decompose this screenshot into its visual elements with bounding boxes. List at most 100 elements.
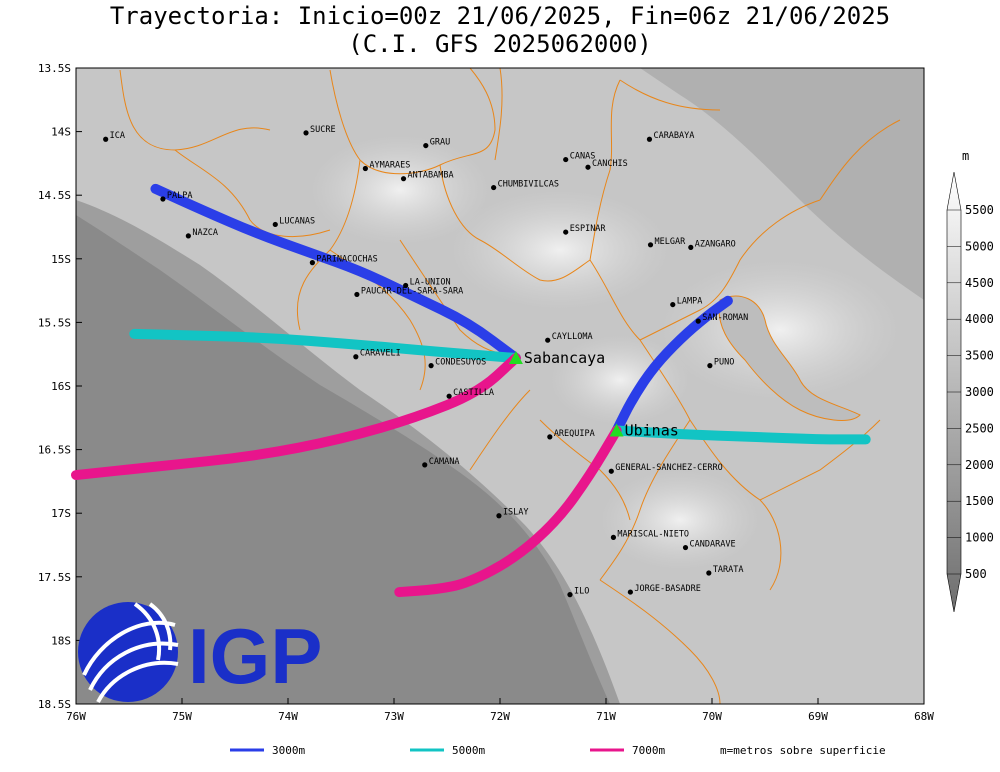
city-dot xyxy=(563,156,569,163)
lat-tick-label: 17.5S xyxy=(38,571,71,584)
city-label: PUNO xyxy=(714,358,734,368)
city-dot xyxy=(706,570,712,576)
lat-tick-label: 16.5S xyxy=(38,444,71,457)
city-dot xyxy=(446,393,452,399)
colorbar-label: 2000 xyxy=(965,458,994,472)
city-dot xyxy=(563,229,569,235)
legend-note: m=metros sobre superficie xyxy=(720,744,886,757)
city-dot xyxy=(185,233,191,239)
city-label: CANAS xyxy=(570,152,596,162)
city-label: CAYLLOMA xyxy=(552,332,593,342)
altiplano-highlight xyxy=(600,470,760,570)
city-dot xyxy=(354,291,360,298)
lon-tick-label: 72W xyxy=(490,710,510,723)
city-label: ESPINAR xyxy=(570,224,607,234)
city-dot xyxy=(403,282,409,289)
city-dot xyxy=(491,184,497,191)
city-dot xyxy=(353,354,359,360)
city-dot xyxy=(707,363,713,369)
colorbar-label: 2500 xyxy=(965,421,994,435)
city-label: AREQUIPA xyxy=(554,429,595,439)
altiplano-highlight xyxy=(450,190,670,310)
chart-subtitle: (C.I. GFS 2025062000) xyxy=(348,30,652,58)
chart-title: Trayectoria: Inicio=00z 21/06/2025, Fin=… xyxy=(109,2,891,30)
city-label: PAUCAR-DEL-SARA-SARA xyxy=(361,286,463,296)
lon-tick-label: 69W xyxy=(808,710,828,723)
city-label: AYMARAES xyxy=(369,160,410,170)
trajectories xyxy=(71,183,871,598)
colorbar-label: 5000 xyxy=(965,239,994,253)
lat-tick-label: 17S xyxy=(51,507,71,520)
colorbar-label: 3500 xyxy=(965,349,994,363)
city-dot xyxy=(688,244,694,250)
trajectory-5000m xyxy=(129,328,521,364)
city-label: ICA xyxy=(110,131,125,141)
city-label: LAMPA xyxy=(677,297,703,307)
city-label: CONDESUYOS xyxy=(435,358,486,368)
lat-tick-label: 18.5S xyxy=(38,698,71,711)
city-dot xyxy=(670,301,676,308)
city-label: JORGE-BASADRE xyxy=(634,584,701,594)
lat-tick-label: 16S xyxy=(51,380,71,393)
city-dot xyxy=(496,513,502,519)
city-label: AZANGARO xyxy=(695,239,736,249)
city-dot xyxy=(547,434,553,440)
city-label: MARISCAL-NIETO xyxy=(617,529,689,539)
city-dot xyxy=(682,544,689,551)
city-label: GRAU xyxy=(430,138,450,148)
lon-tick-label: 71W xyxy=(596,710,616,723)
lat-tick-label: 13.5S xyxy=(38,62,71,75)
colorbar-label: 4500 xyxy=(965,276,994,290)
colorbar: m 5500 5000 4500 4000 3500 3000 2500 2000 1500 10… xyxy=(946,149,994,613)
lat-tick-label: 15S xyxy=(51,253,71,266)
colorbar-label: 1000 xyxy=(965,531,994,545)
city-dot xyxy=(608,468,614,474)
city-label: CARAVELI xyxy=(360,349,401,359)
colorbar-label: 1500 xyxy=(965,494,994,508)
city-label: LUCANAS xyxy=(279,216,315,226)
lon-tick-label: 74W xyxy=(278,710,298,723)
city-dot xyxy=(423,142,429,149)
city-dot xyxy=(272,221,278,228)
city-label: ISLAY xyxy=(503,508,529,518)
lon-tick-label: 73W xyxy=(384,710,404,723)
lat-tick-label: 14S xyxy=(51,126,71,139)
city-label: CASTILLA xyxy=(453,388,494,398)
city-dot xyxy=(567,592,573,598)
lon-tick-label: 68W xyxy=(914,710,934,723)
legend-label: 3000m xyxy=(272,744,305,757)
city-dot xyxy=(545,337,551,343)
lat-tick-label: 15.5S xyxy=(38,316,71,329)
volcano-icon xyxy=(508,351,523,365)
volcano-label: Ubinas xyxy=(625,422,679,440)
colorbar-unit: m xyxy=(962,149,969,163)
city-dot xyxy=(422,462,428,468)
city-label: PALPA xyxy=(167,191,193,201)
city-label: NAZCA xyxy=(192,228,218,238)
trajectory-7000m xyxy=(394,425,622,598)
lat-tick-label: 14.5S xyxy=(38,189,71,202)
lat-tick-label: 18S xyxy=(51,634,71,647)
legend: 3000m 5000m 7000m m=metros sobre superficie xyxy=(230,744,886,757)
altiplano-highlight xyxy=(550,335,690,425)
trajectory-7000m xyxy=(71,353,521,481)
trajectory-3000m xyxy=(150,183,521,364)
colorbar-label: 3000 xyxy=(965,385,994,399)
city-label: SAN-ROMAN xyxy=(702,313,748,323)
city-label: SUCRE xyxy=(310,125,336,135)
amazon-lowland xyxy=(640,68,924,300)
city-label: CARABAYA xyxy=(653,131,694,141)
volcano-markers: Sabancaya Ubinas xyxy=(508,349,679,440)
legend-label: 5000m xyxy=(452,744,485,757)
lake-titicaca xyxy=(718,295,861,421)
legend-label: 7000m xyxy=(632,744,665,757)
admin-boundaries xyxy=(119,68,901,704)
city-dot xyxy=(610,534,617,540)
city-label: ANTABAMBA xyxy=(408,171,454,181)
city-dot xyxy=(400,176,407,182)
altiplano-highlight xyxy=(660,260,900,400)
colorbar-label: 5500 xyxy=(965,203,994,217)
city-dot xyxy=(103,136,109,142)
